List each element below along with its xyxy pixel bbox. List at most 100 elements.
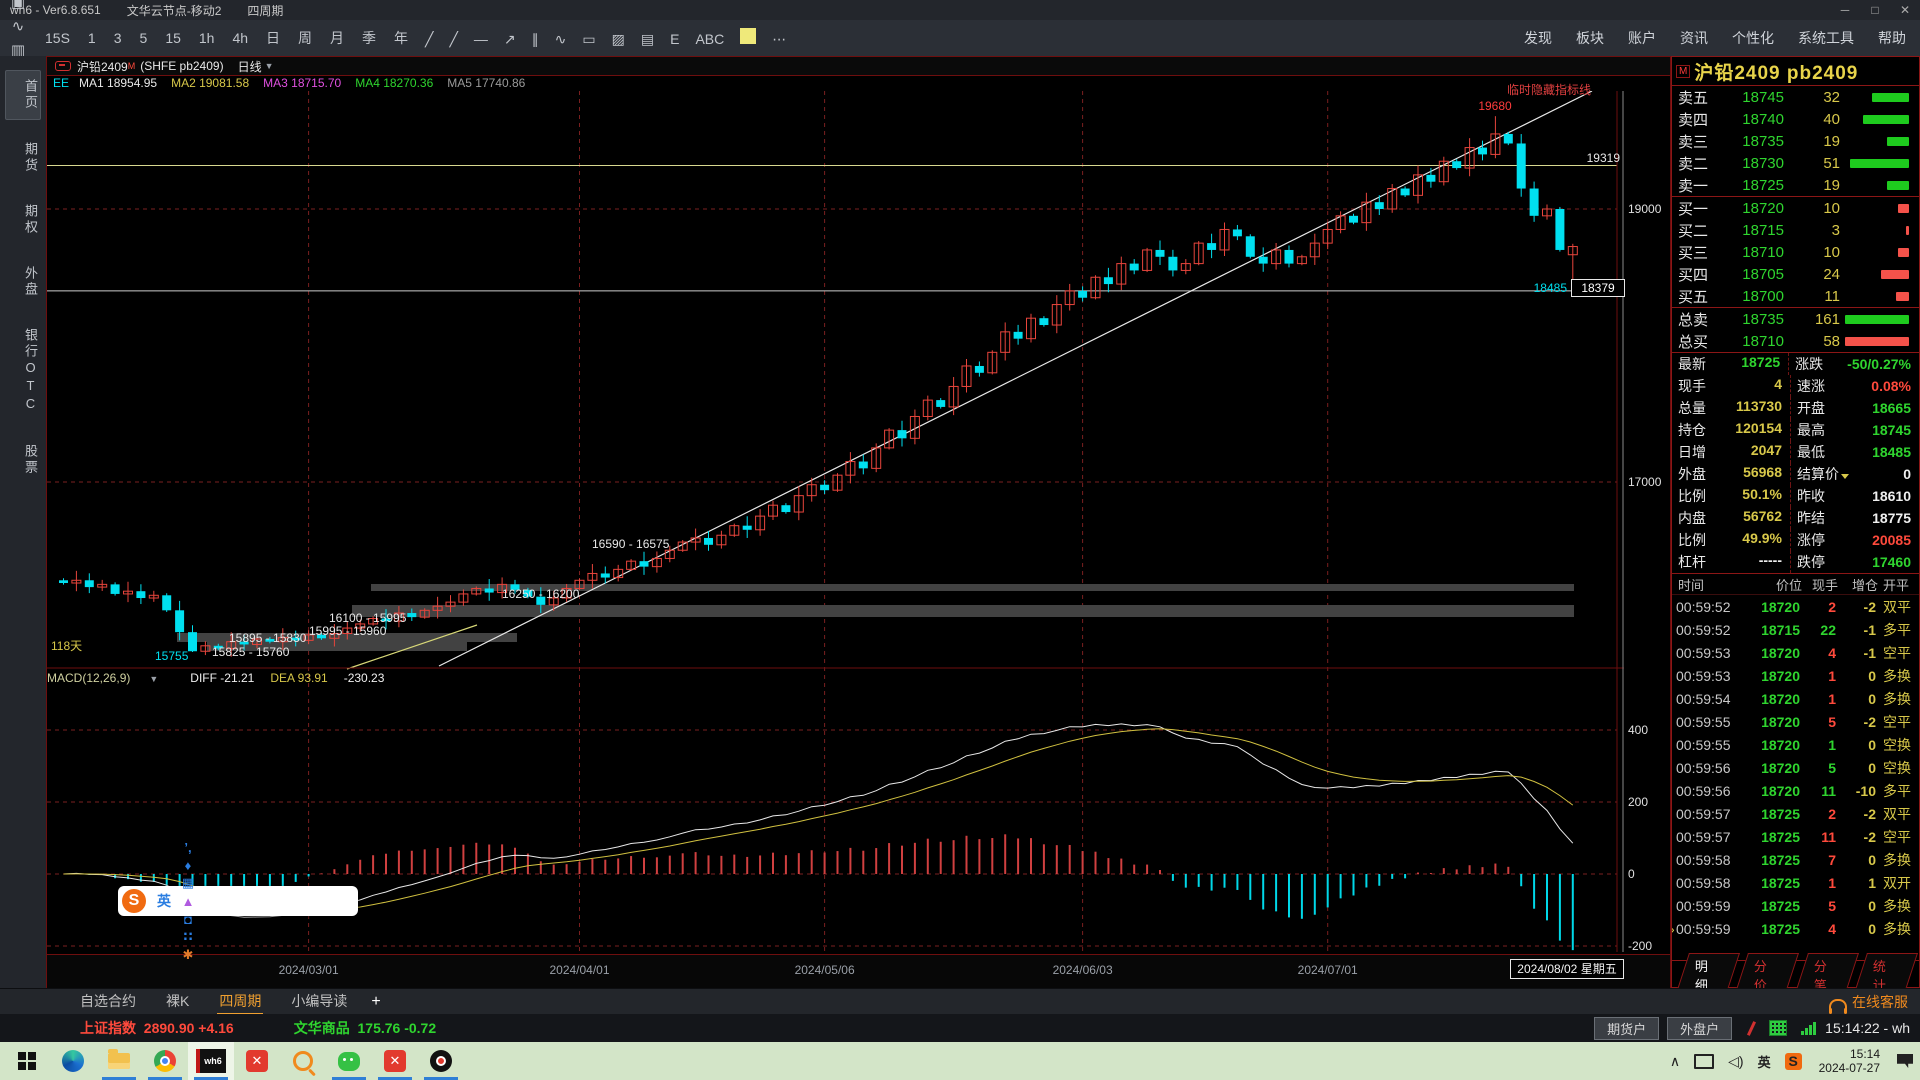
ask-row[interactable]: 卖一 18725 19 xyxy=(1672,174,1919,196)
sidebar-item-期货[interactable]: 期货 xyxy=(23,142,38,174)
ee-selector[interactable]: EE xyxy=(53,76,70,90)
chart-period-selector[interactable]: 日线 xyxy=(237,59,262,74)
period-button-日[interactable]: 日 xyxy=(266,30,281,46)
sidebar-item-股票[interactable]: 股票 xyxy=(23,444,38,476)
text-panel-icon[interactable]: ▤ xyxy=(640,31,655,47)
menu-账户[interactable]: 账户 xyxy=(1628,30,1656,46)
taskbar-red-x-app[interactable]: ✕ xyxy=(234,1042,280,1080)
sidebar-item-首页[interactable]: 首页 xyxy=(5,70,41,120)
period-button-月[interactable]: 月 xyxy=(330,30,345,46)
game-center-icon[interactable]: ◘ xyxy=(184,911,192,927)
soft-keyboard-icon[interactable]: ▦ xyxy=(181,875,195,890)
sidebar-item-外盘[interactable]: 外盘 xyxy=(23,266,38,298)
period-button-1[interactable]: 1 xyxy=(87,30,96,46)
workspace-tab-小编导读[interactable]: 小编导读 xyxy=(291,993,348,1009)
tape-row[interactable]: 00:59:52 18715 22 -1 多平 xyxy=(1676,621,1911,638)
period-button-4h[interactable]: 4h xyxy=(232,30,249,46)
menu-板块[interactable]: 板块 xyxy=(1576,30,1604,46)
tape-row[interactable]: 00:59:59 18725 5 0 多换 xyxy=(1676,897,1911,914)
menu-资讯[interactable]: 资讯 xyxy=(1680,30,1708,46)
arrow-line-icon[interactable]: ↗ xyxy=(503,31,516,47)
line-chart-icon[interactable]: ∿ xyxy=(11,18,25,35)
rectangle-icon[interactable]: ▭ xyxy=(582,31,596,47)
settings-icon[interactable]: ✱ xyxy=(182,947,194,962)
abc-label-icon[interactable]: ABC xyxy=(695,31,725,47)
more-icon[interactable]: ⋯ xyxy=(772,31,787,47)
tape-row[interactable]: 00:59:53 18720 1 0 多换 xyxy=(1676,667,1911,684)
overseas-account-button[interactable]: 外盘户 xyxy=(1667,1016,1733,1040)
menu-个性化[interactable]: 个性化 xyxy=(1732,30,1774,46)
tape-row[interactable]: 00:59:56 18720 11 -10 多平 xyxy=(1676,782,1911,799)
bid-row[interactable]: 买四 18705 24 xyxy=(1672,263,1919,285)
save-icon[interactable]: ▣ xyxy=(10,0,26,11)
period-button-3[interactable]: 3 xyxy=(113,30,122,46)
sogou-input-bar[interactable]: S 英 ’, ♦ ▦ ▲ ◘ ∷ ✱ xyxy=(118,840,358,962)
candlestick-chart[interactable] xyxy=(47,91,1624,954)
punctuation-icon[interactable]: ’, xyxy=(184,839,192,855)
futures-account-button[interactable]: 期货户 xyxy=(1594,1016,1660,1040)
add-tab-button[interactable]: + xyxy=(371,993,381,1010)
ime-language-toggle[interactable]: 英 xyxy=(157,893,171,909)
sidebar-item-期权[interactable]: 期权 xyxy=(23,204,38,236)
stat-label[interactable]: 结算价 xyxy=(1791,464,1849,484)
bid-row[interactable]: 买三 18710 10 xyxy=(1672,241,1919,263)
volume-icon[interactable]: ◁) xyxy=(1728,1052,1744,1069)
chart-panel[interactable]: 沪铅2409 M (SHFE pb2409) 日线 ▼ EE MA1 18954.9… xyxy=(46,56,1671,988)
paragraph-tool-icon[interactable]: E xyxy=(670,31,680,47)
tape-row[interactable]: 00:59:57 18725 2 -2 双平 xyxy=(1676,805,1911,822)
menu-发现[interactable]: 发现 xyxy=(1524,30,1552,46)
tape-row[interactable]: 00:59:55 18720 5 -2 空平 xyxy=(1676,713,1911,730)
taskbar-file-explorer[interactable] xyxy=(96,1042,142,1080)
ray-line-icon[interactable]: ╱ xyxy=(449,31,458,47)
tape-row[interactable]: 00:59:52 18720 2 -2 双平 xyxy=(1676,598,1911,615)
toolbox-icon[interactable]: ∷ xyxy=(183,929,193,944)
workspace-tab-裸K[interactable]: 裸K xyxy=(166,993,190,1009)
ask-row[interactable]: 卖三 18735 19 xyxy=(1672,130,1919,152)
bid-row[interactable]: 买二 18715 3 xyxy=(1672,219,1919,241)
taskbar-edge[interactable] xyxy=(50,1042,96,1080)
maximize-button[interactable]: □ xyxy=(1871,3,1879,17)
quote-board-icon[interactable]: ▥ xyxy=(10,42,26,59)
ask-row[interactable]: 卖二 18730 51 xyxy=(1672,152,1919,174)
taskbar-start[interactable] xyxy=(4,1042,50,1080)
minimize-button[interactable]: ─ xyxy=(1840,3,1850,17)
bid-row[interactable]: 总买 18710 58 xyxy=(1672,330,1919,352)
menu-系统工具[interactable]: 系统工具 xyxy=(1798,30,1854,46)
time-sales-list[interactable]: 时间 价位 现手 增仓 开平 00:59:52 18720 2 -2 双平 00:59:52 187… xyxy=(1672,574,1919,960)
wave-line-icon[interactable]: ∿ xyxy=(554,31,567,47)
tape-row[interactable]: 00:59:53 18720 4 -1 空平 xyxy=(1676,644,1911,661)
network-icon[interactable] xyxy=(1694,1053,1715,1069)
online-service-link[interactable]: 在线客服 xyxy=(1829,992,1908,1014)
menu-帮助[interactable]: 帮助 xyxy=(1878,30,1906,46)
link-icon[interactable] xyxy=(55,61,71,71)
tape-row[interactable]: 00:59:58 18725 7 0 多换 xyxy=(1676,851,1911,868)
period-button-5[interactable]: 5 xyxy=(139,30,148,46)
period-button-15[interactable]: 15 xyxy=(165,30,181,46)
taskbar-chrome[interactable] xyxy=(142,1042,188,1080)
ask-row[interactable]: 卖五 18745 32 xyxy=(1672,86,1919,108)
skin-icon[interactable]: ▲ xyxy=(181,893,195,909)
taskbar-search-app[interactable] xyxy=(280,1042,326,1080)
sogou-tray-icon[interactable]: S xyxy=(1784,1052,1802,1070)
tray-clock[interactable]: 15:14 2024-07-27 xyxy=(1818,1047,1880,1075)
macd-label[interactable]: MACD(12,26,9) ▼ xyxy=(47,671,159,685)
tape-row[interactable]: 00:59:57 18725 11 -2 空平 xyxy=(1676,828,1911,845)
notification-center-icon[interactable] xyxy=(1897,1054,1913,1068)
taskbar-wechat[interactable] xyxy=(326,1042,372,1080)
workspace-tab-四周期[interactable]: 四周期 xyxy=(217,989,264,1015)
sidebar-item-银行OTC[interactable]: 银行OTC xyxy=(23,328,38,414)
ime-indicator[interactable]: 英 xyxy=(1757,1054,1771,1070)
bid-row[interactable]: 买一 18720 10 xyxy=(1672,197,1919,219)
period-button-周[interactable]: 周 xyxy=(298,30,313,46)
tape-row[interactable]: 00:59:56 18720 5 0 空换 xyxy=(1676,759,1911,776)
period-button-1h[interactable]: 1h xyxy=(198,30,215,46)
microphone-icon[interactable]: ♦ xyxy=(184,857,192,873)
horizontal-line-icon[interactable]: — xyxy=(473,31,488,47)
taskbar-wh6[interactable]: wh6 xyxy=(188,1042,234,1080)
tape-row[interactable]: 00:59:54 18720 1 0 多换 xyxy=(1676,690,1911,707)
flag-shape-icon[interactable]: ▨ xyxy=(611,31,625,47)
parallel-line-icon[interactable]: ∥ xyxy=(531,31,539,47)
highlight-toggle-icon[interactable] xyxy=(740,28,757,44)
ask-row[interactable]: 总卖 18735 161 xyxy=(1672,308,1919,330)
tape-row[interactable]: 00:59:58 18725 1 1 双开 xyxy=(1676,874,1911,891)
